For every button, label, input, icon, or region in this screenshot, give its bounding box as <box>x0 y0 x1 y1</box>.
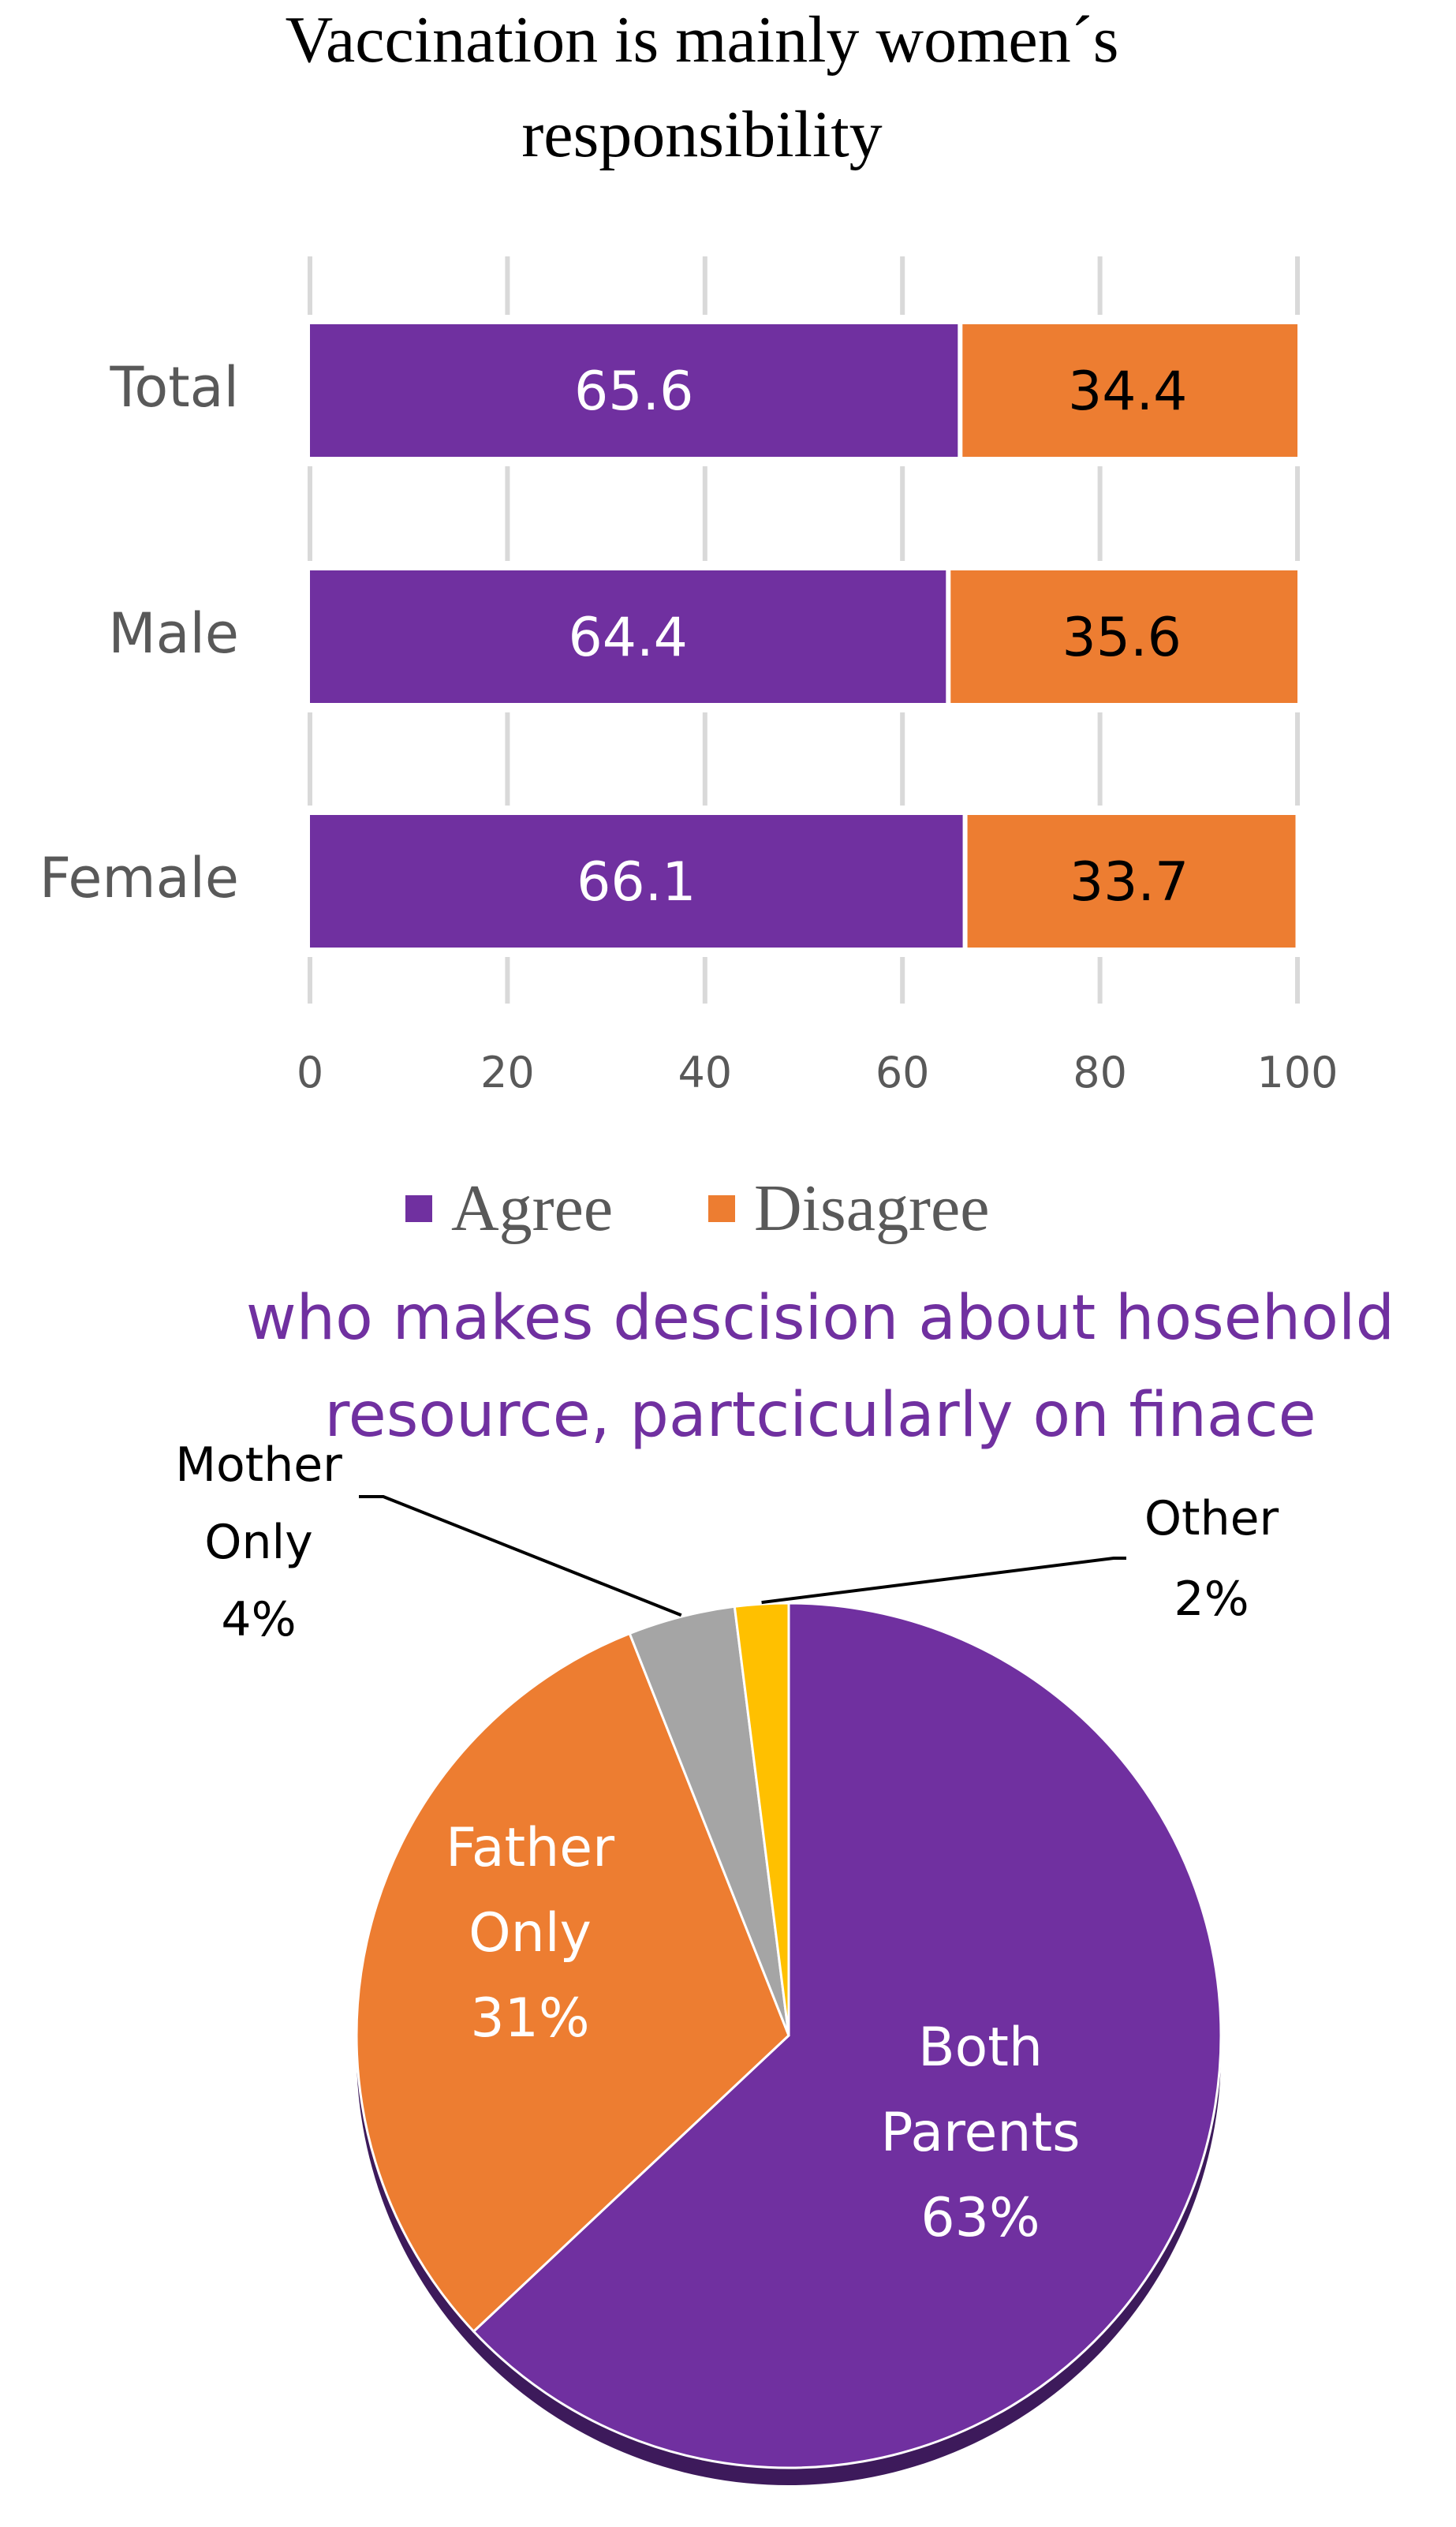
pie-label-mother-only: Mother <box>175 1437 342 1493</box>
category-label-male: Male <box>108 601 239 666</box>
data-label-agree: 64.4 <box>568 607 687 669</box>
gridlines <box>308 256 1300 1004</box>
legend-swatch-agree <box>405 1195 432 1222</box>
pie-title-line: resource, partcicularly on finace <box>324 1380 1316 1451</box>
bar-disagree-female <box>967 815 1296 948</box>
pie-label-both-parents: Both <box>918 2017 1043 2079</box>
x-tick-label: 80 <box>1073 1048 1127 1097</box>
category-label-female: Female <box>39 846 239 910</box>
data-label-agree: 65.6 <box>574 361 693 423</box>
bar-agree-female <box>310 815 963 948</box>
pie-label-both-parents: 63% <box>920 2187 1040 2249</box>
legend-swatch-disagree <box>708 1195 735 1222</box>
x-tick-label: 100 <box>1256 1048 1338 1097</box>
pie-slice-both-parents <box>472 1602 1223 2469</box>
bar-disagree-male <box>950 570 1297 703</box>
pie-label-other: 2% <box>1174 1572 1249 1627</box>
chart-title-line: responsibility <box>521 98 882 171</box>
x-tick-label: 60 <box>875 1048 930 1097</box>
data-label-disagree: 33.7 <box>1070 851 1189 914</box>
bar-disagree-total <box>962 324 1297 457</box>
chart-title-line: Vaccination is mainly women´s <box>286 3 1119 77</box>
pie-label-father-only: Only <box>469 1902 592 1964</box>
pie-label-father-only: 31% <box>470 1987 589 2050</box>
data-label-disagree: 35.6 <box>1062 607 1181 669</box>
category-label-total: Total <box>110 355 239 420</box>
bar-agree-total <box>310 324 958 457</box>
pie-chart: who makes descision about hosehold resour… <box>175 1283 1394 2485</box>
legend-label-agree: Agree <box>451 1172 613 1245</box>
x-tick-label: 0 <box>297 1048 323 1097</box>
pie-label-both-parents: Parents <box>880 2102 1080 2164</box>
data-label-agree: 66.1 <box>577 851 696 914</box>
x-tick-label: 20 <box>480 1048 535 1097</box>
data-label-disagree: 34.4 <box>1068 361 1187 423</box>
pie-label-mother-only: Only <box>204 1515 312 1570</box>
pie-label-mother-only: 4% <box>221 1592 296 1647</box>
pie-title-line: who makes descision about hosehold <box>246 1283 1394 1354</box>
leader-line-mother-only <box>359 1495 682 1617</box>
pie-slice-father-only <box>355 1632 790 2334</box>
pie-slice-other <box>733 1602 790 2036</box>
x-tick-label: 40 <box>678 1048 732 1097</box>
bar-agree-male <box>310 570 946 703</box>
pie-label-father-only: Father <box>446 1817 614 1879</box>
legend-label-disagree: Disagree <box>754 1172 990 1245</box>
leader-line-other <box>761 1557 1126 1605</box>
pie-label-other: Other <box>1144 1491 1279 1546</box>
stacked-bar-chart: Vaccination is mainly women´s responsibil… <box>39 3 1338 1245</box>
